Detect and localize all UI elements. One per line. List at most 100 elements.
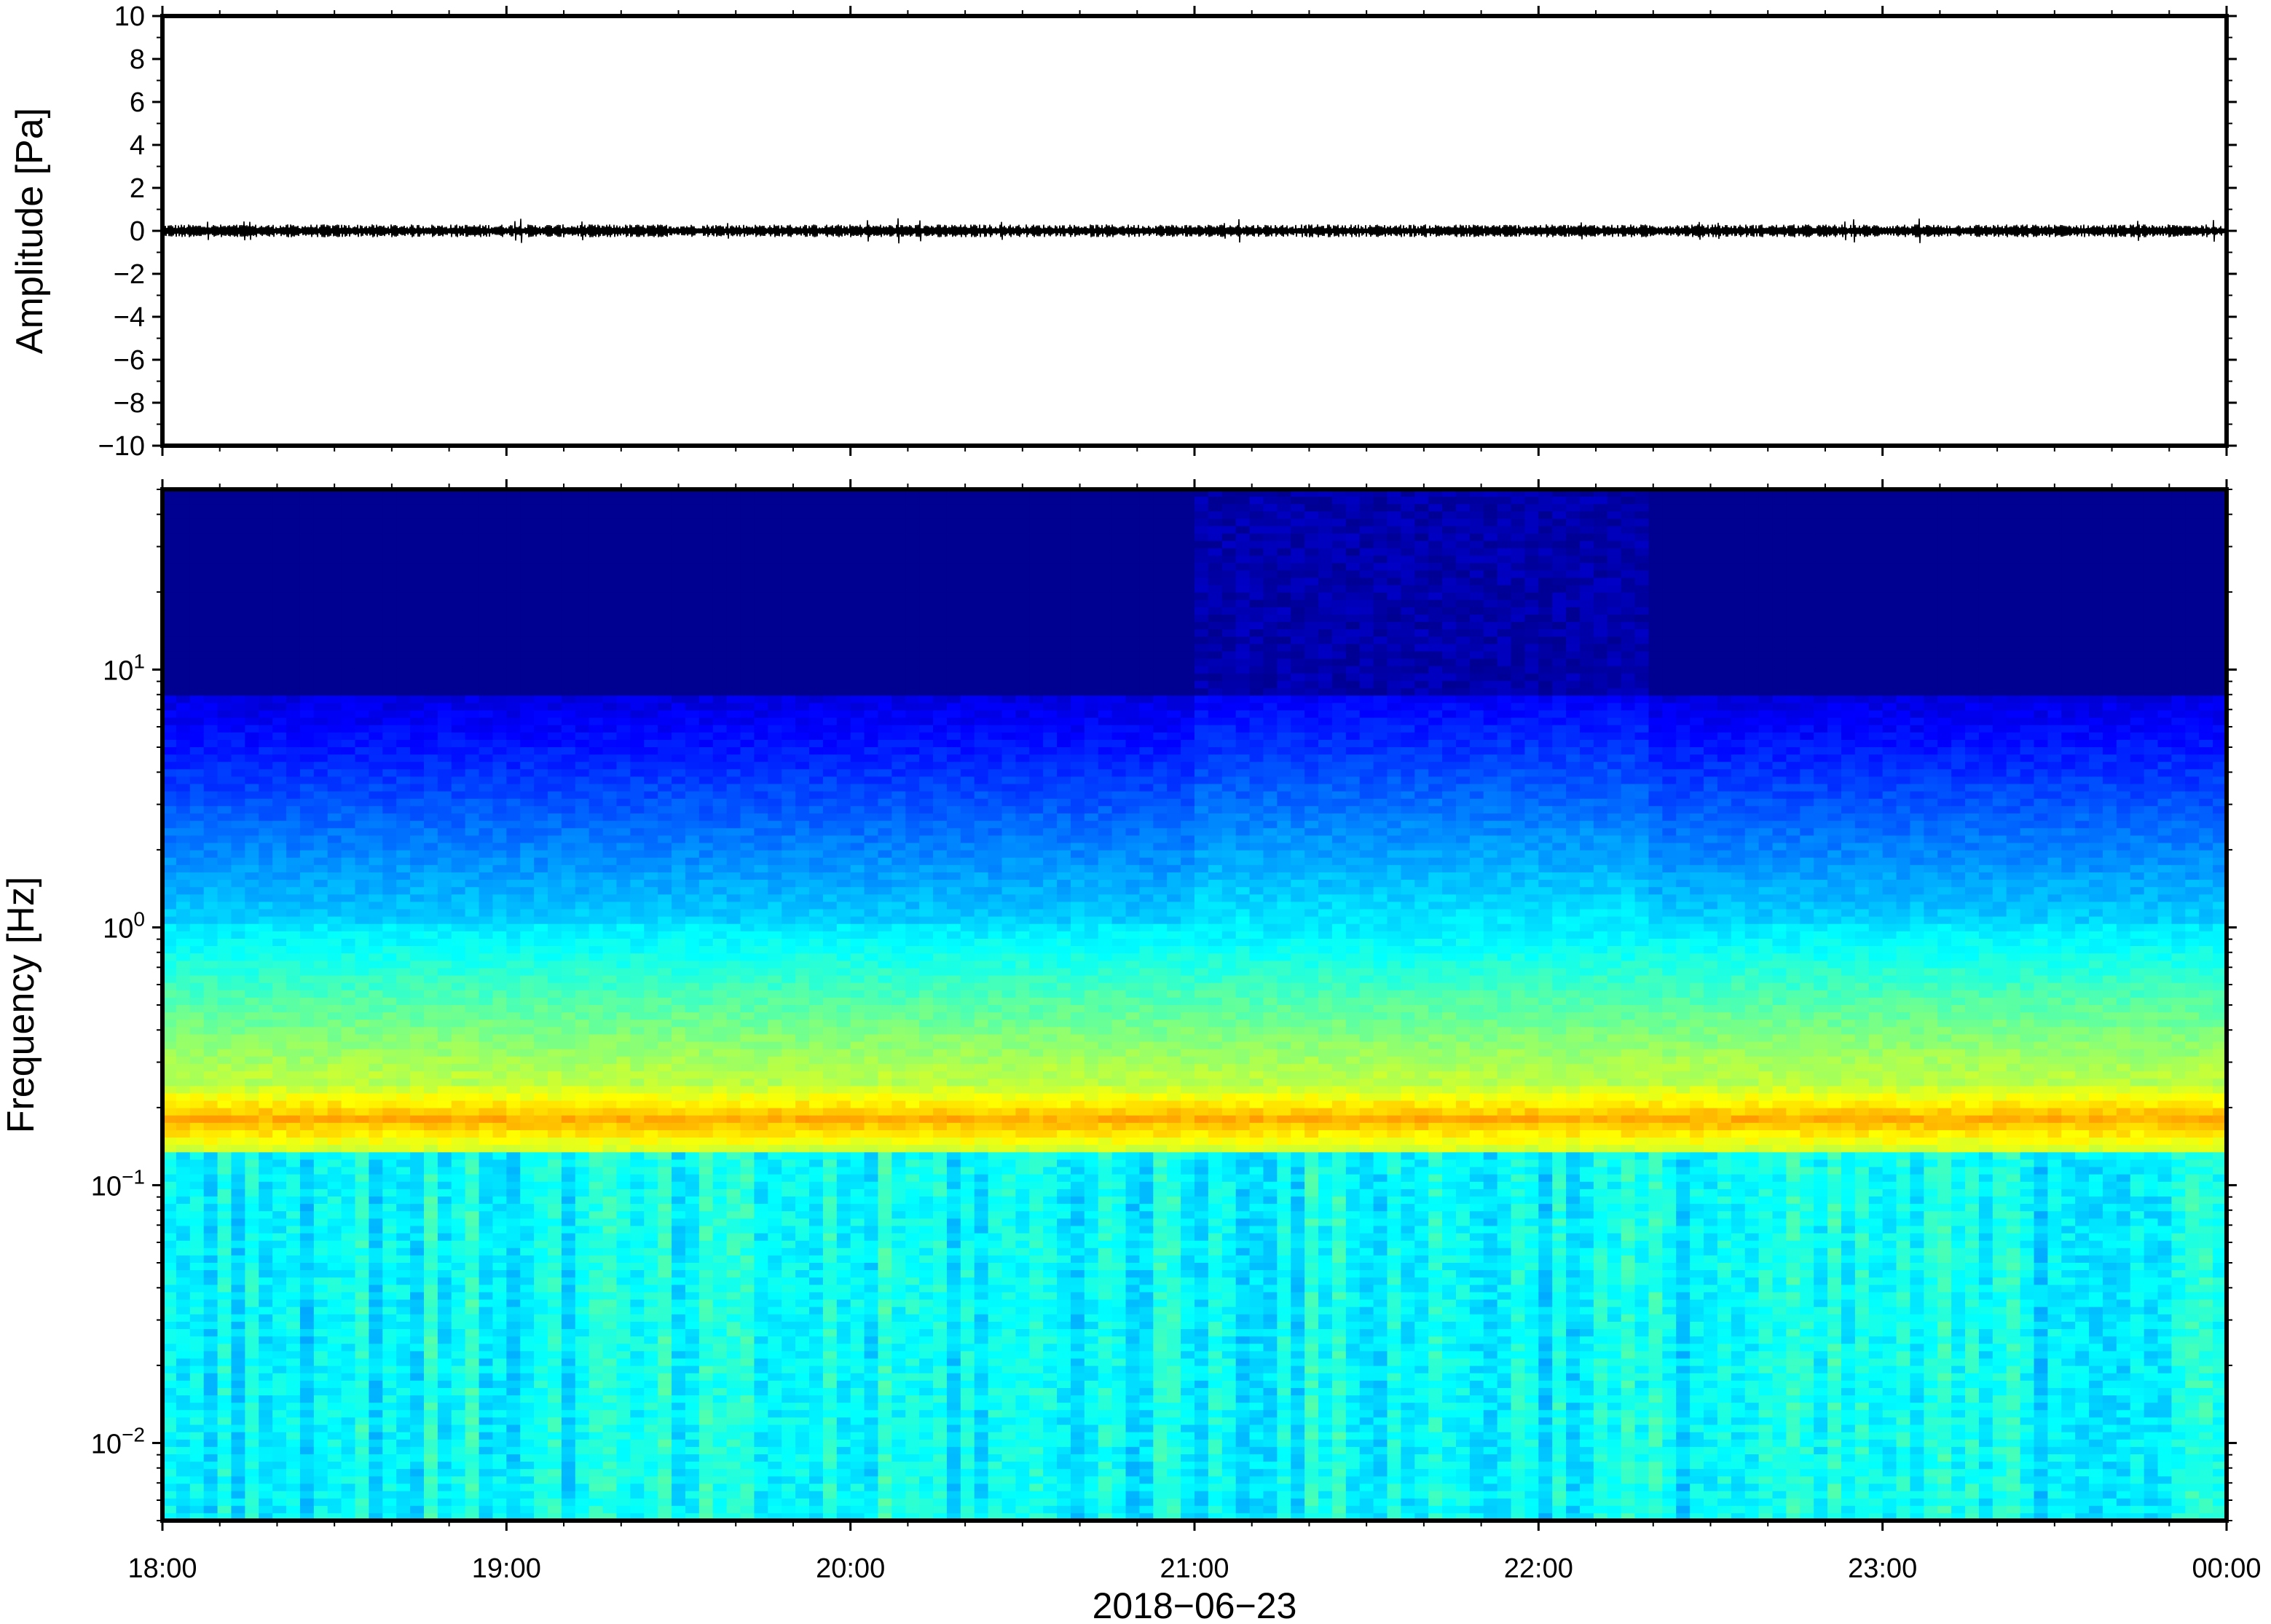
spectrogram-cell (231, 791, 245, 800)
spectrogram-cell (327, 533, 342, 542)
spectrogram-cell (451, 1218, 466, 1227)
spectrogram-cell (602, 1439, 618, 1448)
spectrogram-cell (176, 578, 191, 586)
spectrogram-cell (410, 732, 425, 741)
spectrogram-cell (506, 931, 521, 939)
spectrogram-cell (231, 1012, 245, 1020)
spectrogram-cell (534, 1292, 548, 1301)
spectrogram-cell (465, 1189, 480, 1197)
spectrogram-cell (520, 556, 535, 564)
spectrogram-cell (259, 1321, 273, 1330)
spectrogram-cell (327, 864, 342, 873)
spectrogram-cell (589, 769, 604, 778)
spectrogram-cell (217, 931, 232, 939)
spectrogram-cell (451, 599, 466, 608)
spectrogram-cell (534, 798, 548, 807)
spectrogram-cell (162, 821, 177, 829)
spectrogram-cell (245, 556, 259, 564)
spectrogram-cell (382, 540, 397, 549)
spectrogram-cell (313, 1247, 328, 1256)
spectrogram-cell (506, 1226, 521, 1234)
spectrogram-cell (561, 1240, 576, 1249)
spectrogram-cell (203, 1181, 219, 1190)
spectrogram-cell (465, 1344, 480, 1352)
spectrogram-cell (299, 717, 315, 726)
spectrogram-cell (313, 1483, 328, 1492)
spectrogram-cell (355, 1483, 369, 1492)
spectrogram-cell (286, 850, 301, 859)
spectrogram-cell (203, 504, 219, 512)
spectrogram-cell (272, 1056, 287, 1065)
spectrogram-cell (506, 1491, 521, 1499)
spectrogram-cell (465, 644, 480, 653)
spectrogram-cell (341, 968, 356, 977)
spectrogram-cell (382, 1306, 397, 1315)
spectrogram-cell (548, 739, 562, 748)
spectrogram-cell (299, 1034, 315, 1043)
spectrogram-cell (259, 519, 273, 527)
spectrogram-cell (341, 1181, 356, 1190)
spectrogram-cell (479, 1314, 494, 1323)
spectrogram-cell (492, 614, 507, 623)
spectrogram-cell (492, 902, 507, 910)
spectrogram-cell (299, 1432, 315, 1440)
spectrogram-cell (369, 1079, 383, 1087)
spectrogram-cell (534, 1041, 548, 1050)
spectrogram-cell (534, 1299, 548, 1308)
spectrogram-cell (589, 1469, 604, 1477)
spectrogram-cell (396, 762, 411, 770)
spectrogram-cell (534, 1491, 548, 1499)
spectrogram-cell (423, 1071, 438, 1079)
spectrogram-cell (465, 798, 480, 807)
spectrogram-cell (176, 961, 191, 969)
spectrogram-cell (203, 644, 219, 653)
spectrogram-cell (561, 673, 576, 682)
spectrogram-cell (217, 821, 232, 829)
spectrogram-cell (520, 902, 535, 910)
spectrogram-cell (355, 563, 369, 571)
spectrogram-cell (231, 703, 245, 712)
spectrogram-cell (327, 1079, 342, 1087)
spectrogram-cell (575, 1204, 590, 1212)
spectrogram-cell (616, 1005, 631, 1013)
spectrogram-cell (396, 791, 411, 800)
spectrogram-cell (396, 872, 411, 880)
spectrogram-cell (259, 1115, 273, 1124)
spectrogram-cell (272, 1247, 287, 1256)
spectrogram-cell (286, 680, 301, 689)
spectrogram-cell (437, 1424, 452, 1433)
spectrogram-cell (382, 1240, 397, 1249)
spectrogram-cell (575, 739, 590, 748)
spectrogram-cell (176, 732, 191, 741)
spectrogram-cell (369, 703, 383, 712)
spectrogram-cell (327, 1211, 342, 1219)
spectrogram-cell (396, 1071, 411, 1079)
spectrogram-cell (423, 1204, 438, 1212)
spectrogram-cell (575, 1041, 590, 1050)
spectrogram-cell (616, 614, 631, 623)
spectrogram-cell (176, 680, 191, 689)
spectrogram-cell (451, 1108, 466, 1116)
spectrogram-cell (410, 909, 425, 918)
spectrogram-cell (203, 1321, 219, 1330)
spectrogram-cell (382, 835, 397, 844)
spectrogram-cell (189, 1100, 205, 1109)
spectrogram-cell (369, 1424, 383, 1433)
spectrogram-cell (313, 1056, 328, 1065)
spectrogram-cell (162, 961, 177, 969)
spectrogram-cell (355, 828, 369, 836)
spectrogram-cell (575, 658, 590, 667)
spectrogram-cell (534, 1130, 548, 1138)
spectrogram-cell (602, 1063, 618, 1072)
spectrogram-cell (341, 997, 356, 1006)
spectrogram-cell (492, 1240, 507, 1249)
spectrogram-cell (355, 805, 369, 814)
spectrogram-cell (286, 857, 301, 866)
spectrogram-cell (561, 1233, 576, 1242)
spectrogram-cell (396, 1299, 411, 1308)
spectrogram-cell (589, 680, 604, 689)
spectrogram-cell (203, 1189, 219, 1197)
spectrogram-cell (341, 1395, 356, 1403)
spectrogram-cell (465, 1365, 480, 1374)
spectrogram-cell (561, 599, 576, 608)
